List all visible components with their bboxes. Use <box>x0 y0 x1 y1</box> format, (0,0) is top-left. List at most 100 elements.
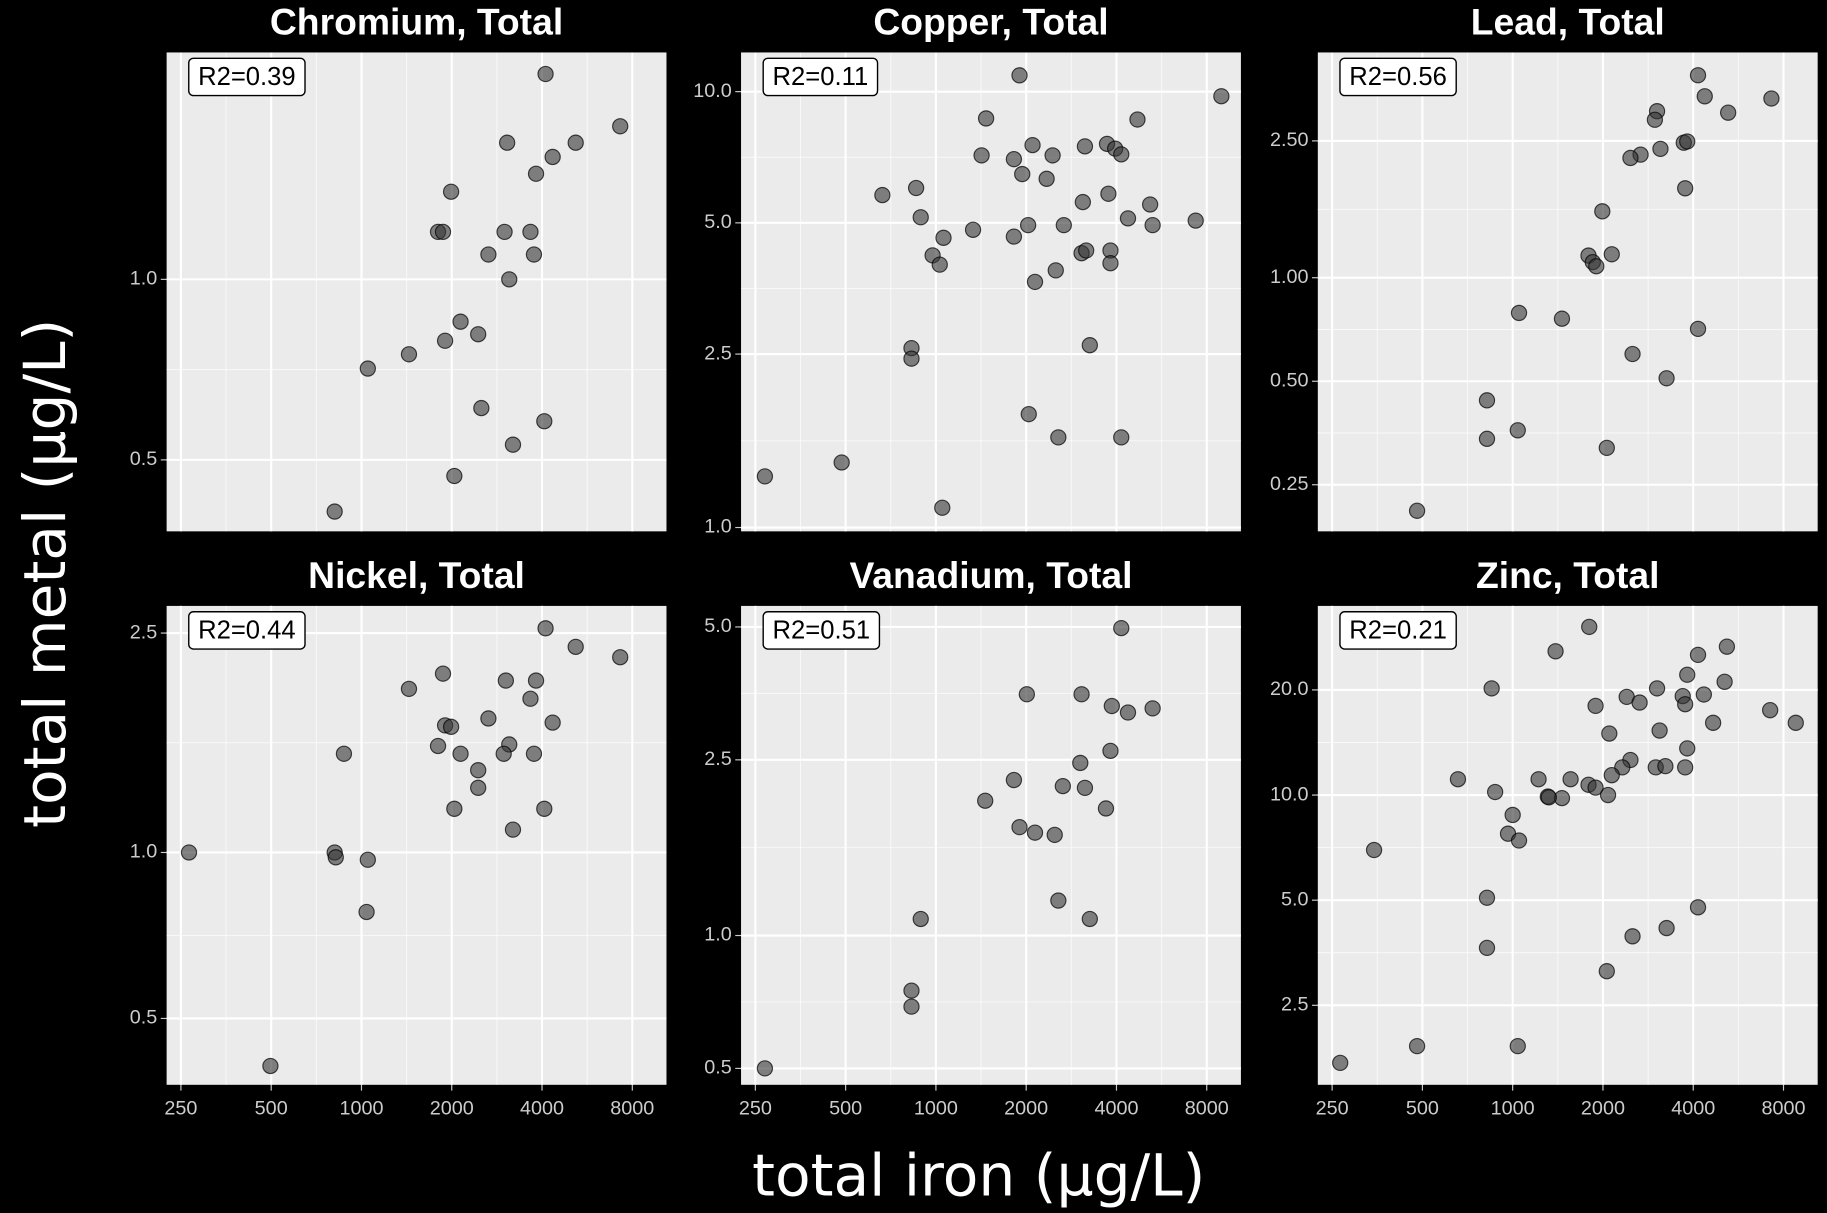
y-tick-label: 2.5 <box>704 342 732 364</box>
point <box>1074 193 1092 211</box>
annotation-text: R2=0.44 <box>198 616 296 644</box>
y-tick-label: 5.0 <box>704 615 732 637</box>
point <box>1081 910 1098 928</box>
point <box>452 313 469 330</box>
y-tick-label: 5.0 <box>704 211 732 233</box>
point <box>931 256 948 273</box>
panel-background <box>741 52 1241 532</box>
point <box>442 718 460 735</box>
panel-title: Copper, Total <box>873 0 1108 42</box>
point <box>1014 165 1031 183</box>
point <box>434 223 452 241</box>
x-tick-label: 4000 <box>1094 1098 1138 1120</box>
point <box>907 179 925 197</box>
point <box>527 672 545 689</box>
y-tick-label: 10.0 <box>693 80 732 102</box>
point <box>1102 255 1119 272</box>
y-tick-label: 20.0 <box>1270 678 1309 700</box>
point <box>1658 370 1675 387</box>
point <box>434 665 452 682</box>
x-tick-label: 250 <box>739 1098 772 1120</box>
y-tick-label: 1.0 <box>130 841 158 863</box>
point <box>1119 704 1137 721</box>
point <box>1646 111 1664 128</box>
y-tick-label: 1.0 <box>130 268 158 290</box>
point <box>1763 90 1780 107</box>
point <box>1679 133 1696 150</box>
point <box>567 134 584 151</box>
point <box>470 326 487 343</box>
point <box>1449 771 1467 788</box>
point <box>1072 754 1089 772</box>
point <box>1581 618 1598 636</box>
point <box>1677 759 1694 776</box>
point <box>1011 67 1028 84</box>
point <box>1024 136 1041 154</box>
point <box>977 792 994 809</box>
point <box>1510 832 1528 849</box>
point <box>1113 619 1130 637</box>
point <box>1603 246 1620 263</box>
point <box>1078 242 1095 259</box>
x-tick-label: 8000 <box>610 1098 654 1120</box>
y-tick-label: 0.50 <box>1270 369 1309 391</box>
point <box>903 982 920 999</box>
y-tick-label: 1.00 <box>1270 266 1309 288</box>
point <box>452 745 469 762</box>
point <box>1631 694 1648 711</box>
point <box>1719 104 1737 121</box>
y-tick-label: 0.5 <box>130 448 158 470</box>
point <box>1113 146 1130 163</box>
point <box>973 147 990 164</box>
point <box>527 165 545 182</box>
annotation-box <box>762 611 881 650</box>
annotation: R2=0.56 <box>1339 57 1457 97</box>
point <box>1679 666 1696 683</box>
point <box>335 745 353 762</box>
point <box>470 779 487 796</box>
point <box>833 454 850 471</box>
point <box>1651 722 1668 739</box>
point <box>1365 841 1383 859</box>
panel-title: Nickel, Total <box>308 554 525 596</box>
point <box>1504 806 1521 824</box>
point <box>522 223 539 241</box>
y-axis-label: total metal (µg/L) <box>11 319 79 828</box>
point <box>544 148 561 166</box>
panel-title: Lead, Total <box>1471 0 1665 42</box>
point <box>1478 430 1496 447</box>
y-tick-label: 2.5 <box>704 748 732 770</box>
point <box>756 1060 774 1077</box>
x-tick-label: 4000 <box>1671 1098 1715 1120</box>
annotation: R2=0.51 <box>762 611 881 650</box>
x-tick-label: 1000 <box>339 1098 383 1120</box>
point <box>1478 939 1496 957</box>
annotation: R2=0.11 <box>762 57 879 97</box>
point <box>473 399 490 417</box>
panel-title: Chromium, Total <box>270 0 563 42</box>
point <box>1044 147 1061 164</box>
point <box>1603 767 1620 784</box>
point <box>1026 824 1044 841</box>
panel-title: Vanadium, Total <box>849 554 1132 596</box>
annotation-box <box>188 57 306 97</box>
point <box>536 413 553 430</box>
point <box>1624 345 1641 363</box>
point <box>1102 742 1119 760</box>
point <box>1141 196 1159 213</box>
point <box>1144 700 1161 717</box>
point <box>1483 680 1500 697</box>
point <box>400 680 418 698</box>
point <box>1718 638 1736 655</box>
annotation-text: R2=0.21 <box>1349 616 1447 644</box>
point <box>1509 1037 1526 1055</box>
point <box>1019 216 1037 234</box>
point <box>1408 502 1426 519</box>
point <box>504 436 522 453</box>
point <box>1657 757 1674 775</box>
point <box>1677 696 1694 713</box>
point <box>1553 310 1571 327</box>
point <box>1704 714 1722 731</box>
point <box>903 998 920 1015</box>
